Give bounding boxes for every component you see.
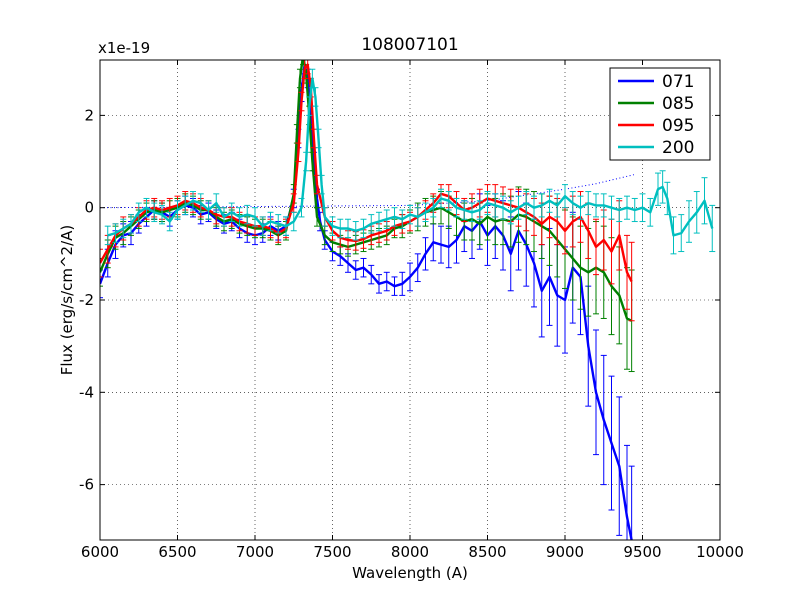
y-tick-label: -6: [79, 476, 94, 494]
x-tick-label: 8500: [468, 543, 506, 561]
y-tick-label: -4: [79, 383, 94, 401]
x-tick-label: 8000: [391, 543, 429, 561]
x-tick-label: 7500: [313, 543, 351, 561]
chart-title: 108007101: [361, 35, 458, 55]
legend-box: [609, 67, 711, 161]
series-line-085: [100, 60, 633, 322]
y-tick-label: -2: [79, 291, 94, 309]
x-tick-label: 7000: [236, 543, 274, 561]
x-tick-label: 6500: [158, 543, 196, 561]
x-tick-label: 6000: [81, 543, 119, 561]
series-200: [104, 68, 716, 255]
series-line-200: [107, 77, 714, 237]
x-axis-label: Wavelength (A): [352, 564, 468, 582]
legend-label-095: 095: [662, 116, 694, 136]
legend-label-071: 071: [662, 72, 694, 92]
x-tick-label: 9000: [546, 543, 584, 561]
series-line-095: [100, 63, 633, 283]
x-tick-label: 9500: [623, 543, 661, 561]
legend-label-200: 200: [662, 138, 694, 158]
data-layer: [100, 60, 716, 540]
ticks: 6000 6500 7000 7500 8000 8500 9000 9500 10000 2 0 -…: [79, 60, 744, 561]
y-tick-label: 2: [84, 106, 94, 124]
y-axis-label: Flux (erg/s/cm^2/A): [58, 225, 76, 376]
offset-label: x1e-19: [98, 39, 150, 57]
x-tick-label: 10000: [696, 543, 744, 561]
legend-label-085: 085: [662, 94, 694, 114]
y-tick-label: 0: [84, 199, 94, 217]
